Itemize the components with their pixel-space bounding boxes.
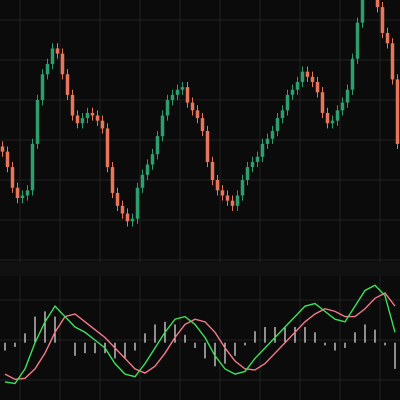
candle-body [90,112,95,116]
candle-body [355,22,360,59]
candle-body [130,218,135,222]
candle-body [295,81,300,90]
candle-body [125,213,130,222]
candle-body [230,200,235,206]
candle-body [20,195,25,199]
candle-body [375,0,380,8]
oscillator-panel [4,284,396,385]
candle-body [170,94,175,101]
candle-body [115,192,120,206]
candle-body [140,174,145,188]
candle-body [175,89,180,95]
candle-body [320,92,325,113]
candle-body [235,195,240,206]
candle-body [330,120,335,124]
candle-body [65,74,70,95]
candle-body [385,32,390,44]
candle-body [285,94,290,111]
candle-body [300,71,305,82]
candle-body [50,48,55,64]
candle-body [240,180,245,196]
candle-body [15,187,20,199]
candle-body [265,138,270,144]
signal-line [4,292,396,381]
candle-body [135,187,140,219]
candle-body [150,154,155,165]
candle-body [120,205,125,214]
candle-body [270,131,275,139]
candle-body [5,151,10,168]
candle-body [25,190,30,196]
candle-body [395,79,400,144]
candle-body [30,143,35,191]
candle-body [390,43,395,80]
candle-body [210,161,215,181]
candle-body [380,7,385,33]
candle-body [190,102,195,111]
candle-body [55,48,60,54]
candle-body [310,76,315,82]
candle-body [225,195,230,201]
candle-body [360,0,365,23]
candle-body [105,128,110,168]
candle-body [280,110,285,119]
candle-body [160,115,165,137]
candle-body [0,146,5,152]
candle-body [250,161,255,168]
candle-body [185,87,190,103]
candle-body [95,115,100,121]
candle-body [40,74,45,101]
time-axis [0,262,400,276]
candle-body [215,180,220,191]
candle-body [195,110,200,119]
candle-body [100,120,105,129]
candle-body [80,118,85,124]
candle-body [350,58,355,90]
candle-body [345,89,350,103]
candle-body [315,81,320,93]
candle-body [325,112,330,124]
candle-body [290,89,295,95]
candle-body [205,131,210,162]
candle-body [70,94,75,116]
candle-body [220,190,225,196]
candle-body [45,63,50,75]
candle-body [85,112,90,119]
candle-body [255,156,260,162]
candle-body [180,87,185,90]
candle-body [305,71,310,77]
candle-body [75,115,80,124]
candle-body [200,118,205,131]
candle-body [10,167,15,188]
candle-body [260,143,265,157]
candle-body [35,100,40,144]
candle-body [155,136,160,155]
candle-body [275,118,280,131]
candle-body [335,110,340,121]
candle-body [110,167,115,193]
candle-body [340,102,345,111]
candle-body [165,100,170,116]
price-panel [0,0,400,227]
candle-body [245,167,250,181]
candle-body [145,164,150,175]
candle-body [60,53,65,75]
macd-line [4,284,396,385]
